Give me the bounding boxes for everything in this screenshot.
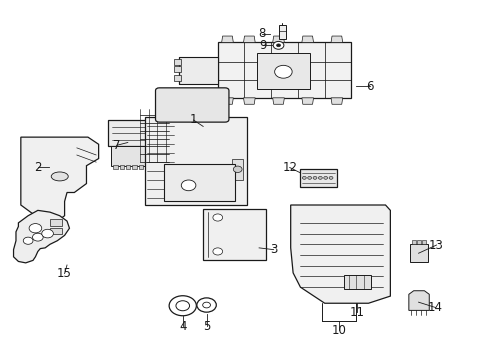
Bar xyxy=(144,165,149,169)
Polygon shape xyxy=(330,98,342,104)
Polygon shape xyxy=(144,117,246,205)
Circle shape xyxy=(318,176,322,179)
Text: 6: 6 xyxy=(366,80,373,93)
Polygon shape xyxy=(21,137,99,223)
Bar xyxy=(174,66,181,72)
Bar xyxy=(300,168,336,187)
Circle shape xyxy=(41,229,53,238)
Bar xyxy=(50,228,62,234)
Polygon shape xyxy=(330,36,342,42)
Text: 13: 13 xyxy=(428,239,443,252)
Bar xyxy=(278,24,286,39)
Bar xyxy=(232,158,243,180)
Polygon shape xyxy=(221,36,233,42)
Polygon shape xyxy=(301,36,313,42)
Polygon shape xyxy=(243,36,255,42)
Bar xyxy=(125,165,130,169)
FancyBboxPatch shape xyxy=(155,88,228,122)
Circle shape xyxy=(169,296,196,316)
Bar xyxy=(108,120,154,146)
Text: 8: 8 xyxy=(257,27,264,40)
Bar xyxy=(138,165,142,169)
Bar xyxy=(50,219,62,226)
Circle shape xyxy=(312,176,316,179)
Circle shape xyxy=(276,44,280,47)
Polygon shape xyxy=(111,146,149,166)
Bar xyxy=(256,53,309,89)
Circle shape xyxy=(212,248,222,255)
Polygon shape xyxy=(408,291,428,310)
Polygon shape xyxy=(179,57,217,84)
Circle shape xyxy=(233,166,242,172)
Bar xyxy=(132,165,136,169)
Bar xyxy=(411,240,415,244)
Bar xyxy=(119,165,123,169)
Circle shape xyxy=(328,176,332,179)
Polygon shape xyxy=(243,98,255,104)
Circle shape xyxy=(32,233,43,241)
Polygon shape xyxy=(272,36,284,42)
Circle shape xyxy=(307,176,311,179)
Text: 2: 2 xyxy=(34,161,41,174)
Polygon shape xyxy=(301,98,313,104)
Text: 15: 15 xyxy=(57,267,72,280)
Text: 5: 5 xyxy=(203,320,210,333)
Circle shape xyxy=(212,214,222,221)
Bar xyxy=(409,244,427,262)
Circle shape xyxy=(176,301,189,311)
Bar xyxy=(416,240,420,244)
Text: 11: 11 xyxy=(349,306,364,319)
Text: 10: 10 xyxy=(331,324,346,337)
Bar xyxy=(421,240,425,244)
Circle shape xyxy=(181,180,196,191)
Polygon shape xyxy=(290,205,389,303)
Bar xyxy=(174,75,181,81)
Polygon shape xyxy=(14,210,69,263)
Bar xyxy=(164,164,234,202)
Polygon shape xyxy=(221,98,233,104)
Circle shape xyxy=(323,176,327,179)
Circle shape xyxy=(23,237,33,244)
Bar xyxy=(344,275,370,289)
Circle shape xyxy=(273,41,284,49)
Text: 12: 12 xyxy=(282,161,297,174)
Ellipse shape xyxy=(51,172,68,181)
Circle shape xyxy=(202,302,210,308)
Text: 9: 9 xyxy=(259,39,266,52)
Circle shape xyxy=(197,298,216,312)
Circle shape xyxy=(302,176,305,179)
Circle shape xyxy=(29,224,41,233)
Bar xyxy=(113,165,117,169)
Text: 1: 1 xyxy=(189,113,197,126)
Circle shape xyxy=(274,65,291,78)
Polygon shape xyxy=(217,42,351,98)
Text: 7: 7 xyxy=(113,139,120,152)
Bar xyxy=(174,59,181,65)
Text: 3: 3 xyxy=(269,243,277,256)
Bar xyxy=(203,208,266,260)
Polygon shape xyxy=(272,98,284,104)
Text: 4: 4 xyxy=(179,320,186,333)
Text: 14: 14 xyxy=(427,301,442,314)
